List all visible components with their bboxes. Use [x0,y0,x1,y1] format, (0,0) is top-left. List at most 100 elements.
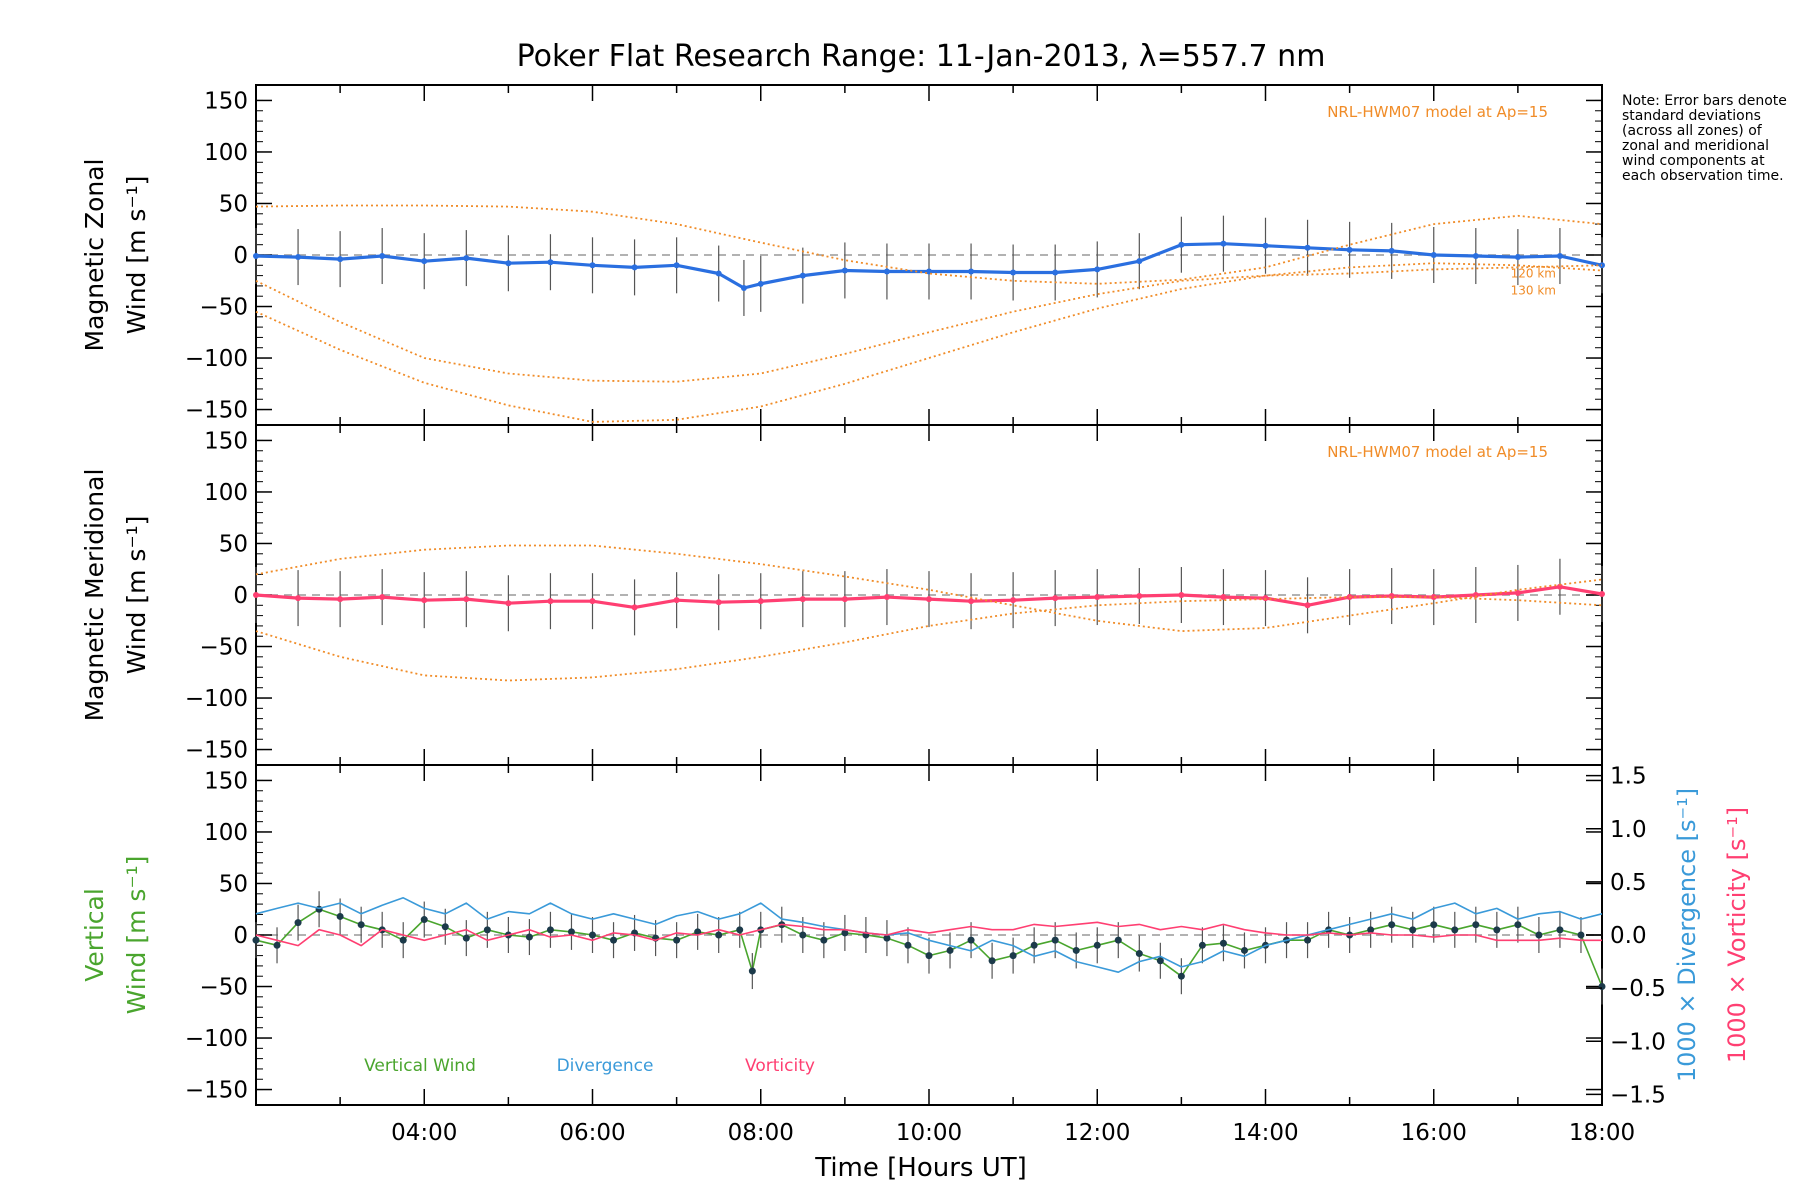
data-point [1514,254,1521,261]
data-point [295,595,302,602]
data-point [883,934,891,942]
data-point [715,599,722,606]
data-point [567,928,575,936]
data-point [968,268,975,275]
data-point [462,934,470,942]
data-point [968,598,975,605]
x-tick-label: 06:00 [559,1120,625,1146]
y-tick-label: −50 [199,635,248,661]
data-point [673,597,680,604]
data-point [1135,950,1143,958]
y-tick-label: 50 [219,191,248,217]
data-point [1535,931,1543,939]
data-point [505,260,512,267]
y2-tick-label: −1.0 [1610,1029,1666,1055]
y-axis-label-line1: Magnetic Zonal [80,159,109,352]
data-point [715,931,723,939]
series-line-hwm07-model-lower- [255,596,1603,682]
data-point [1010,269,1017,276]
data-point [1304,936,1312,944]
y2-axis-label-divergence: 1000 × Divergence [s⁻¹] [1673,788,1701,1082]
data-point [525,933,533,941]
data-point [631,264,638,271]
data-point [799,931,807,939]
y-tick-label: −100 [185,686,248,712]
data-point [757,598,764,605]
data-point [1136,593,1143,600]
x-tick-label: 12:00 [1064,1120,1130,1146]
data-point [904,941,912,949]
data-point [421,258,428,265]
x-tick-label: 14:00 [1232,1120,1298,1146]
data-point [1010,597,1017,604]
data-point [547,598,554,605]
data-point [610,936,618,944]
model-label: NRL-HWM07 model at Ap=15 [1327,103,1548,121]
data-point [1262,242,1269,249]
data-point [483,926,491,934]
y-tick-label: 0 [233,923,248,949]
series-line-hwm07-model-130-km- [255,264,1603,383]
data-point [1409,926,1417,934]
model-altitude-label: 130 km [1511,283,1556,297]
y-tick-label: 150 [204,428,248,454]
data-point [841,596,848,603]
data-point [1094,594,1101,601]
series-line-hwm07-model-120-km- [255,262,1603,423]
y-tick-label: −100 [185,346,248,372]
data-point [946,946,954,954]
y-tick-label: −150 [185,398,248,424]
data-point [1556,583,1563,590]
model-altitude-label: 120 km [1511,266,1556,280]
y2-tick-label: 1.5 [1610,764,1647,790]
model-label: NRL-HWM07 model at Ap=15 [1327,443,1548,461]
data-point [1178,241,1185,248]
y-axis-label-line2: Wind [m s⁻¹] [122,856,151,1015]
y-tick-label: −50 [199,295,248,321]
y-tick-label: 100 [204,820,248,846]
data-point [673,262,680,269]
data-point [589,931,596,939]
data-point [295,254,302,261]
data-point [1051,936,1059,944]
data-point [315,905,323,913]
y-tick-label: −150 [185,738,248,764]
y2-axis-label-vorticity: 1000 × Vorticity [s⁻¹] [1723,807,1751,1063]
data-point [841,267,848,274]
data-point [1093,941,1101,949]
data-point [420,916,428,924]
data-point [273,941,281,949]
data-point [1388,921,1396,929]
data-point [1177,972,1185,980]
data-point [1304,244,1311,251]
data-point [988,957,996,965]
data-point [1198,941,1206,949]
series-line-vorticity [255,921,1602,947]
y2-tick-label: 0.0 [1610,923,1647,949]
legend-item: Divergence [557,1056,654,1076]
data-point [505,600,512,607]
data-point [1219,939,1227,947]
y-axis-label-line2: Wind [m s⁻¹] [122,176,151,335]
data-point [1178,592,1185,598]
y2-tick-label: −0.5 [1610,976,1666,1002]
data-point [336,912,344,920]
data-point [1030,941,1038,949]
panel-zonal: 150 100 50 0 −50 −100 −150 Magnetic Zonal Wind [… [80,84,1605,426]
error-bar-note: Note: Error bars denote standard deviati… [1622,93,1787,184]
data-point [1052,269,1059,276]
x-tick-label: 18:00 [1569,1120,1635,1146]
data-point [337,596,344,603]
data-point [399,936,407,944]
data-point [1009,952,1017,960]
data-point [883,594,890,601]
data-point [379,253,386,260]
data-point [1556,253,1563,260]
legend-item: Vorticity [745,1056,815,1076]
data-point [715,270,722,277]
data-point [1556,926,1564,934]
x-tick-label: 10:00 [896,1120,962,1146]
y2-tick-label: 0.5 [1610,870,1647,896]
data-point [694,928,702,936]
data-point [1367,926,1375,934]
